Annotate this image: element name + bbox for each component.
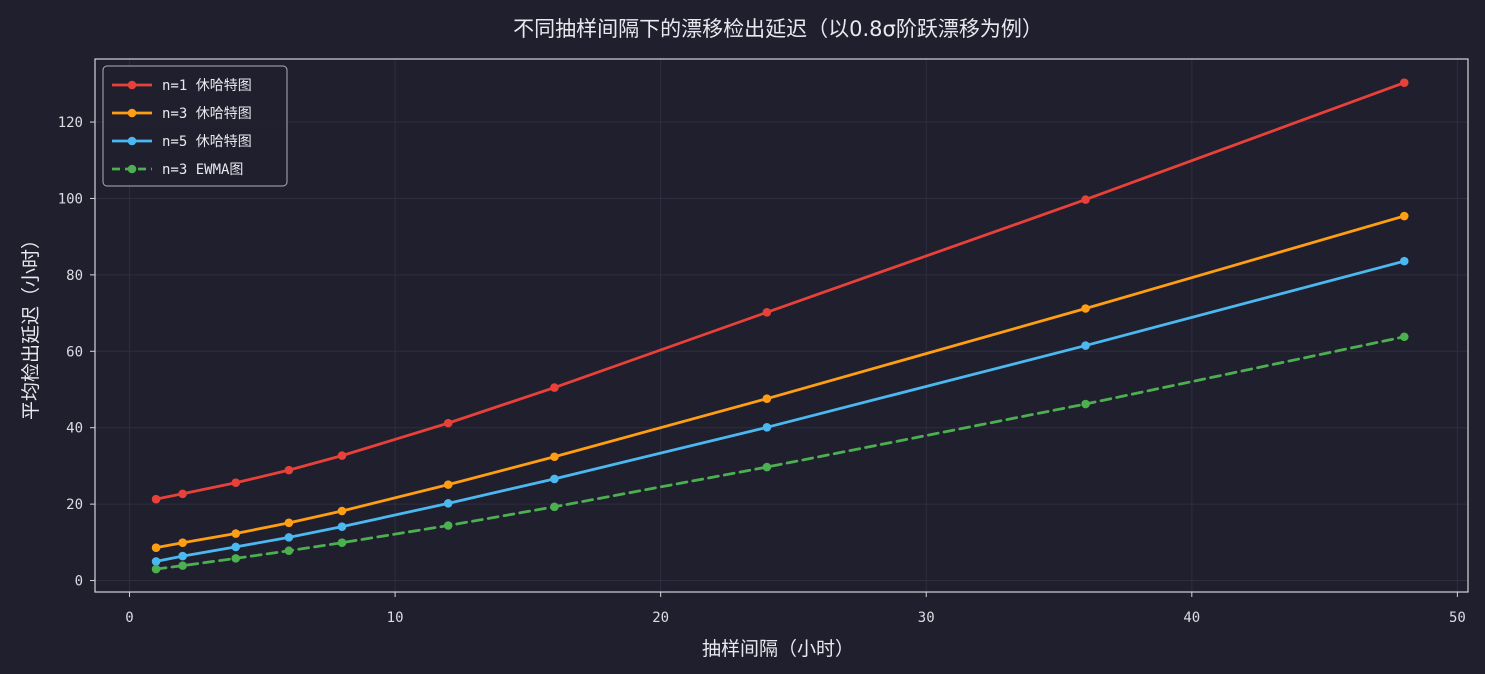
y-tick-label: 120 [58, 115, 83, 131]
x-tick-label: 10 [387, 610, 404, 626]
legend-marker [127, 136, 137, 146]
data-point [231, 542, 241, 552]
x-tick-label: 0 [125, 610, 133, 626]
data-point [231, 478, 241, 488]
data-point [1081, 195, 1090, 204]
legend-label: n=3 休哈特图 [162, 106, 252, 122]
data-point [284, 518, 294, 528]
data-point [550, 474, 559, 484]
data-point [443, 521, 453, 530]
data-point [337, 451, 347, 460]
legend-marker [127, 164, 137, 174]
x-axis: 0 10 20 30 40 50 [125, 592, 1466, 626]
data-point [550, 383, 559, 392]
legend: n=1 休哈特图 n=3 休哈特图 n=5 休哈特图 n=3 EWMA图 [102, 65, 288, 187]
data-point [151, 557, 161, 566]
series-2 [151, 211, 1409, 552]
x-tick-label: 20 [652, 610, 669, 626]
x-tick-label: 50 [1449, 610, 1466, 626]
data-point [178, 489, 187, 499]
data-point [151, 543, 161, 552]
data-point [178, 538, 187, 548]
legend-label: n=5 休哈特图 [162, 134, 252, 150]
data-point [337, 506, 347, 516]
data-point [178, 561, 187, 570]
data-point [231, 529, 241, 538]
grid [95, 59, 1468, 592]
data-point [337, 538, 347, 548]
legend-marker [127, 80, 137, 90]
y-tick-label: 100 [58, 191, 83, 207]
legend-marker [127, 108, 137, 118]
x-tick-label: 40 [1183, 610, 1200, 626]
legend-item: n=1 休哈特图 [112, 78, 252, 94]
data-point [178, 551, 187, 561]
data-point [337, 522, 347, 531]
y-tick-label: 40 [66, 421, 83, 437]
data-point [443, 418, 453, 428]
series-line [154, 214, 1406, 550]
data-point [762, 423, 772, 432]
y-tick-label: 80 [66, 268, 83, 284]
data-point [1399, 332, 1409, 342]
y-axis-label: 平均检出延迟（小时） [20, 230, 42, 420]
legend-item: n=3 EWMA图 [112, 162, 243, 178]
data-point [1399, 211, 1409, 221]
data-point [1399, 78, 1409, 87]
data-point [1081, 304, 1090, 313]
series-3 [151, 256, 1409, 566]
legend-label: n=1 休哈特图 [162, 78, 252, 94]
data-point [231, 554, 241, 563]
legend-item: n=3 休哈特图 [112, 106, 252, 122]
series-line [154, 335, 1406, 571]
plot-frame [94, 58, 1469, 593]
legend-label: n=3 EWMA图 [162, 162, 243, 178]
data-point [762, 462, 772, 472]
y-axis: 0 20 40 60 80 100 120 [58, 115, 95, 590]
data-point [443, 480, 453, 489]
chart-title: 不同抽样间隔下的漂移检出延迟（以0.8σ阶跃漂移为例） [513, 17, 1043, 41]
data-point [284, 533, 294, 542]
series-1 [151, 78, 1409, 504]
data-point [151, 494, 161, 504]
legend-item: n=5 休哈特图 [112, 134, 252, 150]
y-tick-label: 0 [75, 574, 83, 590]
data-point [762, 394, 772, 403]
data-point [1081, 341, 1090, 350]
data-point [284, 546, 294, 556]
legend-box [102, 65, 288, 187]
y-tick-label: 60 [66, 344, 83, 360]
series-layer [151, 78, 1409, 574]
x-tick-label: 30 [918, 610, 935, 626]
plot-area [95, 59, 1468, 592]
series-line [154, 81, 1406, 501]
data-point [284, 465, 294, 475]
data-point [762, 308, 772, 317]
data-point [1081, 399, 1090, 409]
data-point [151, 564, 161, 574]
data-point [1399, 256, 1409, 266]
series-4 [151, 332, 1409, 574]
data-point [550, 452, 559, 462]
data-point [443, 499, 453, 508]
y-tick-label: 20 [66, 497, 83, 513]
data-point [550, 502, 559, 512]
x-axis-label: 抽样间隔（小时） [702, 638, 854, 660]
series-line [154, 259, 1406, 563]
